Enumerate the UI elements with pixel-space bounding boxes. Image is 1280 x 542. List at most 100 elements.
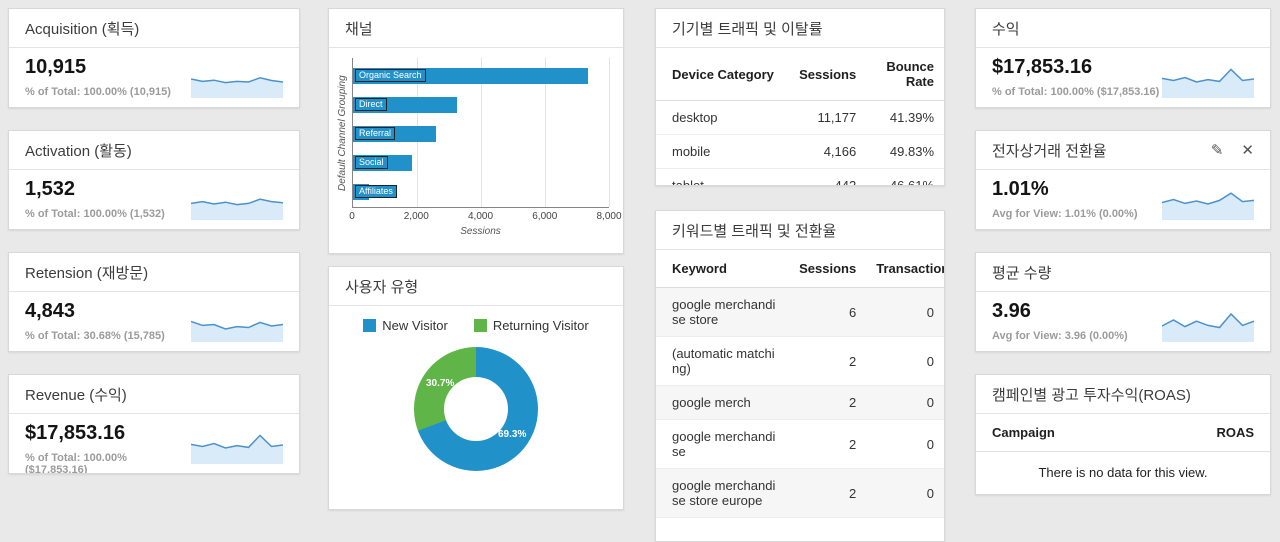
legend: New Visitor Returning Visitor [329, 306, 623, 337]
legend-label: Returning Visitor [492, 318, 589, 333]
metric-value: 10,915 [25, 56, 87, 78]
table-cell: tablet [656, 168, 789, 185]
card-header: Activation (활동) [9, 131, 299, 170]
acquisition-card: Acquisition (획득) 10,915 % of Total: 100.… [8, 8, 300, 108]
close-icon[interactable]: ✕ [1241, 142, 1254, 159]
card-title: 수익 [992, 21, 1020, 38]
table-header-row: Device Category Sessions Bounce Rate [656, 48, 944, 101]
keyword-table: KeywordSessionsTransactions google mercha… [656, 250, 944, 518]
legend-swatch-green [473, 319, 487, 332]
card-header: 기기별 트래픽 및 이탈률 [656, 9, 944, 48]
sparkline [191, 434, 283, 464]
table-row: desktop 11,177 41.39% [656, 100, 944, 135]
metric-value: $17,853.16 [25, 422, 126, 444]
table-cell: 0 [866, 419, 944, 469]
empty-state-text: There is no data for this view. [1038, 465, 1208, 480]
table-cell: google merchandise [656, 419, 789, 469]
table-row: google merchandise 2 0 [656, 419, 944, 469]
card-header: 캠페인별 광고 투자수익(ROAS) [976, 375, 1270, 414]
donut-ring: 69.3% 30.7% [414, 347, 538, 471]
sparkline [191, 77, 283, 98]
roas-card: 캠페인별 광고 투자수익(ROAS) Campaign ROAS There i… [975, 374, 1271, 495]
table-cell: 0 [866, 468, 944, 518]
metric-subtext: % of Total: 100.00% ($17,853.16) [25, 452, 127, 474]
card-title: 기기별 트래픽 및 이탈률 [672, 21, 823, 38]
legend-item-returning-visitor: Returning Visitor [473, 318, 589, 333]
card-header: 수익 [976, 9, 1270, 48]
bar-label: Direct [355, 98, 387, 111]
metric-subtext: Avg for View: 1.01% (0.00%) [992, 208, 1138, 220]
scorecard-body: 1,532 % of Total: 100.00% (1,532) [9, 170, 299, 224]
sparkline [191, 320, 283, 342]
column-header-roas: ROAS [1216, 425, 1254, 440]
metric-value: $17,853.16 [992, 56, 1093, 78]
tick-label: 2,000 [403, 211, 429, 222]
metric-subtext: % of Total: 30.68% (15,785) [25, 330, 165, 342]
card-title: Retension (재방문) [25, 265, 149, 282]
table-cell: google merch [656, 385, 789, 420]
bar-chart: Default Channel Grouping Organic Search D… [329, 48, 623, 237]
table-row: google merch 2 0 [656, 385, 944, 420]
bar-plot: Organic Search Direct Referral Social Affili… [352, 58, 610, 208]
scorecard-body: $17,853.16 % of Total: 100.00% ($17,853.… [976, 48, 1270, 102]
card-title: 채널 [345, 21, 373, 38]
sparkline [1162, 312, 1254, 342]
bar-label: Social [355, 156, 388, 169]
metric-value: 3.96 [992, 300, 1031, 322]
column-header: Transactions [866, 250, 944, 288]
card-header: Revenue (수익) [9, 375, 299, 414]
table-row: mobile 4,166 49.83% [656, 134, 944, 169]
device-table: Device Category Sessions Bounce Rate deskto… [656, 48, 944, 185]
metric-subtext: % of Total: 100.00% (10,915) [25, 86, 171, 98]
card-title: 캠페인별 광고 투자수익(ROAS) [992, 387, 1191, 404]
table-cell: 2 [788, 468, 867, 518]
table-row: tablet 442 46.61% [656, 168, 944, 185]
card-header: Acquisition (획득) [9, 9, 299, 48]
table-row: google merchandise store europe 2 0 [656, 468, 944, 518]
column-header: Bounce Rate [866, 48, 944, 101]
scorecard-body: 4,843 % of Total: 30.68% (15,785) [9, 292, 299, 346]
column-header: Device Category [656, 48, 789, 101]
device-traffic-card: 기기별 트래픽 및 이탈률 Device Category Sessions Bou… [655, 8, 945, 186]
card-title: 사용자 유형 [345, 279, 419, 296]
ecommerce-conversion-card: 전자상거래 전환율 ✎ ✕ 1.01% Avg for View: 1.01% … [975, 130, 1271, 230]
tick-label: 8,000 [596, 211, 622, 222]
metric-subtext: % of Total: 100.00% (1,532) [25, 208, 165, 220]
donut-chart: 69.3% 30.7% [329, 347, 623, 471]
legend-item-new-visitor: New Visitor [363, 318, 448, 333]
legend-label: New Visitor [382, 318, 448, 333]
card-title: 전자상거래 전환율 [992, 143, 1107, 160]
card-header: 평균 수량 [976, 253, 1270, 292]
bar-label: Referral [355, 127, 396, 140]
column-header: Sessions [788, 250, 867, 288]
gridline [481, 58, 482, 207]
card-header: Retension (재방문) [9, 253, 299, 292]
sparkline [1162, 192, 1254, 220]
metric-value: 4,843 [25, 300, 76, 322]
gridline [545, 58, 546, 207]
scorecard-body: $17,853.16 % of Total: 100.00% ($17,853.… [9, 414, 299, 474]
column-header: Sessions [788, 48, 867, 101]
sparkline [191, 198, 283, 220]
table-cell: 49.83% [866, 134, 944, 169]
table-cell: 6 [788, 287, 867, 337]
table-cell: 0 [866, 385, 944, 420]
activation-card: Activation (활동) 1,532 % of Total: 100.00… [8, 130, 300, 230]
card-header: 전자상거래 전환율 ✎ ✕ [976, 131, 1270, 170]
metric-value: 1,532 [25, 178, 76, 200]
card-title: 평균 수량 [992, 265, 1052, 282]
table-cell: 0 [866, 287, 944, 337]
keyword-traffic-card: 키워드별 트래픽 및 전환율 Keyword Sessions Transactio… [655, 210, 945, 542]
edit-icon[interactable]: ✎ [1210, 142, 1224, 159]
card-title: Activation (활동) [25, 143, 132, 160]
table-cell: 442 [788, 168, 867, 185]
metric-subtext: Avg for View: 3.96 (0.00%) [992, 330, 1128, 342]
legend-swatch-blue [363, 319, 377, 332]
table-cell: 2 [788, 336, 867, 386]
roas-table-header: Campaign ROAS [976, 414, 1270, 452]
card-header: 사용자 유형 [329, 267, 623, 306]
metric-subtext: % of Total: 100.00% ($17,853.16) [992, 86, 1160, 98]
column-header: Keyword [656, 250, 789, 288]
table-cell: (automatic matching) [656, 336, 789, 386]
table-cell: mobile [656, 134, 789, 169]
